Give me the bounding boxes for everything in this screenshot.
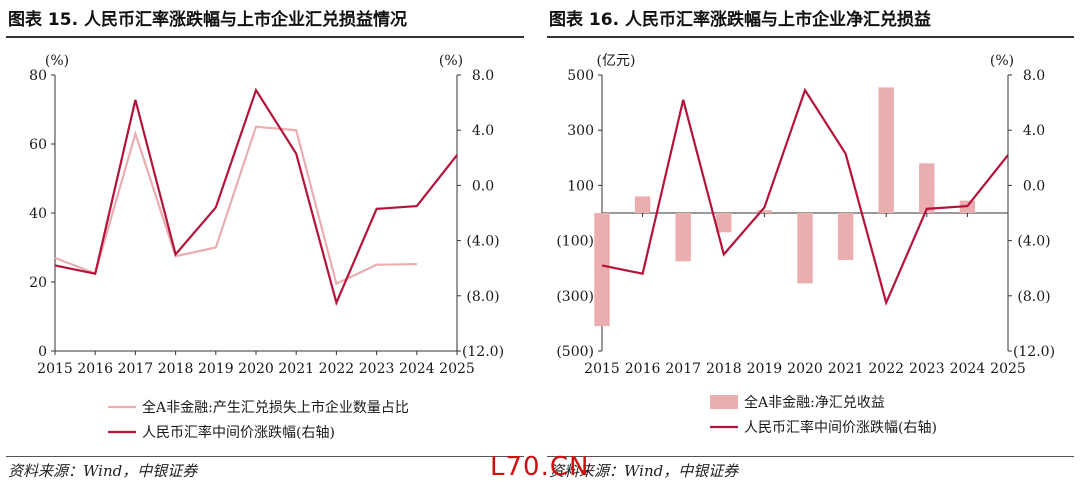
right-tick-label: (12.0) (462, 344, 504, 360)
bar-2016 (634, 196, 651, 213)
bar-2022 (878, 87, 894, 213)
right-tick-label: 4.0 (472, 123, 494, 139)
right-axis-unit: (%) (439, 53, 463, 69)
x-tick-label: 2025 (990, 361, 1026, 377)
right-tick-label: (4.0) (1017, 234, 1050, 250)
title-rule-left (6, 36, 524, 38)
x-tick-label: 2022 (319, 361, 355, 377)
x-tick-label: 2024 (950, 361, 986, 377)
left-tick-label: 60 (29, 137, 47, 153)
right-tick-label: 0.0 (472, 178, 494, 194)
left-tick-label: (300) (556, 289, 594, 305)
x-tick-label: 2020 (787, 361, 823, 377)
x-tick-label: 2016 (625, 361, 661, 377)
right-tick-label: 0.0 (1023, 178, 1045, 194)
x-tick-label: 2017 (665, 361, 701, 377)
chart-16: 500 300 100 (100) (300) (500) 8.0 4.0 0.0 (4.0) (8… (556, 53, 1055, 436)
x-tick-label: 2025 (439, 361, 475, 377)
source-note-right: 资料来源：Wind，中银证券 (549, 462, 739, 480)
x-tick-label: 2021 (278, 361, 314, 377)
legend-label: 全A非金融:产生汇兑损失上市企业数量占比 (142, 399, 409, 416)
footer-rule-right (547, 456, 1074, 457)
x-tick-label: 2019 (747, 361, 783, 377)
right-tick-label: 4.0 (1023, 123, 1045, 139)
watermark-logo: L70.CN (490, 452, 590, 482)
bar-2019 (756, 210, 773, 213)
x-tick-label: 2018 (706, 361, 742, 377)
left-tick-label: 0 (38, 344, 47, 360)
right-tick-label: (8.0) (466, 289, 499, 305)
x-tick-label: 2016 (77, 361, 113, 377)
left-tick-label: 500 (567, 68, 594, 84)
legend-swatch-bar (710, 395, 738, 409)
x-tick-label: 2024 (399, 361, 435, 377)
left-tick-label: 40 (29, 206, 47, 222)
x-tick-label: 2020 (238, 361, 274, 377)
right-tick-label: 8.0 (1023, 68, 1045, 84)
x-tick-label: 2017 (118, 361, 154, 377)
left-tick-label: 100 (567, 178, 594, 194)
x-tick-label: 2023 (359, 361, 395, 377)
bar-2020 (797, 213, 813, 284)
left-axis-unit: (%) (45, 53, 69, 69)
legend-label: 人民币汇率中间价涨跌幅(右轴) (744, 419, 937, 436)
chart-15-title: 图表 15. 人民币汇率涨跌幅与上市企业汇兑损益情况 (8, 10, 407, 30)
source-note-left: 资料来源：Wind，中银证券 (8, 462, 198, 480)
right-tick-label: 8.0 (472, 68, 494, 84)
left-tick-label: 300 (567, 123, 594, 139)
right-tick-label: (8.0) (1017, 289, 1050, 305)
right-axis-unit: (%) (990, 53, 1014, 69)
right-tick-label: (12.0) (1013, 344, 1055, 360)
series-line-1 (601, 87, 1009, 307)
footer-rule-left (6, 456, 524, 457)
left-axis-unit: (亿元) (597, 53, 636, 69)
bar-2021 (837, 213, 854, 260)
series-line-1 (54, 87, 458, 307)
x-tick-label: 2021 (828, 361, 864, 377)
bar-2017 (675, 213, 691, 262)
x-tick-label: 2015 (584, 361, 620, 377)
left-tick-label: 20 (29, 275, 47, 291)
legend-label: 人民币汇率中间价涨跌幅(右轴) (142, 424, 335, 441)
title-rule-right (547, 36, 1074, 38)
left-tick-label: (500) (556, 344, 594, 360)
bar-2015 (594, 213, 610, 327)
series-line-0 (54, 125, 417, 286)
bar-2018 (716, 213, 732, 233)
left-tick-label: (100) (556, 234, 594, 250)
x-tick-label: 2023 (909, 361, 945, 377)
x-tick-label: 2015 (37, 361, 73, 377)
legend-label: 全A非金融:净汇兑收益 (744, 394, 885, 411)
chart-15: 0 20 40 60 80 8.0 4.0 0.0 (4.0) (8.0) (12.0) (%) (%)… (29, 53, 504, 441)
bar-2023 (919, 163, 935, 213)
x-tick-label: 2019 (198, 361, 234, 377)
right-tick-label: (4.0) (466, 234, 499, 250)
x-tick-label: 2018 (158, 361, 194, 377)
left-tick-label: 80 (29, 68, 47, 84)
x-tick-label: 2022 (868, 361, 904, 377)
chart-16-title: 图表 16. 人民币汇率涨跌幅与上市企业净汇兑损益 (549, 10, 931, 30)
